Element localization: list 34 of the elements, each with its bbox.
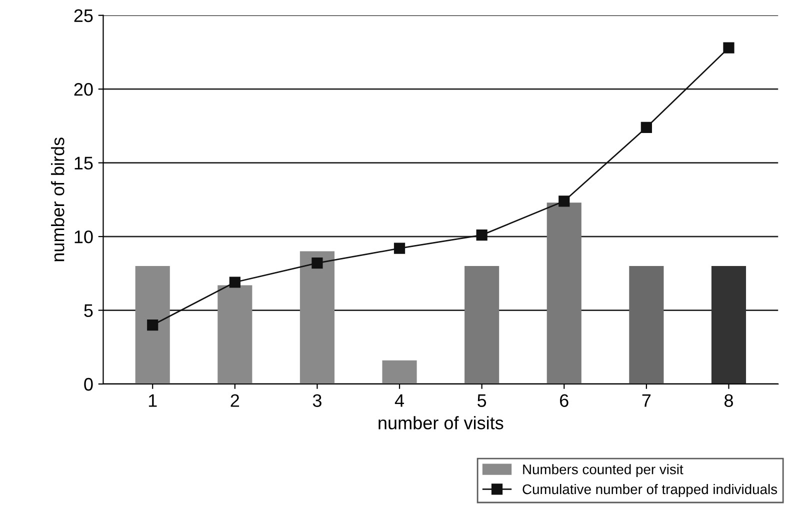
x-tick-label: 3	[312, 394, 322, 407]
y-tick-label: 25	[74, 9, 93, 22]
point	[229, 276, 240, 288]
x-tick-label: 4	[394, 394, 404, 407]
x-tick-label: 1	[148, 394, 157, 407]
bar	[629, 266, 664, 384]
bar	[300, 251, 334, 384]
legend-label: Numbers counted per visit	[523, 464, 684, 478]
y-tick-label: 0	[84, 378, 93, 391]
x-tick-label: 5	[478, 394, 486, 407]
y-tick-label: 20	[74, 83, 93, 96]
point	[558, 196, 570, 207]
y-tick-label: 15	[74, 156, 93, 170]
y-axis-title: number of birds	[51, 138, 64, 262]
bar	[382, 360, 417, 384]
x-axis-title: number of visits	[378, 416, 504, 430]
x-tick-label: 2	[230, 394, 240, 407]
bar	[218, 285, 252, 384]
point	[723, 42, 734, 54]
bar	[711, 266, 746, 384]
x-tick-label: 8	[724, 394, 733, 407]
bar	[546, 202, 582, 384]
point	[476, 230, 488, 241]
x-tick-label: 7	[642, 394, 651, 407]
legend-label: Cumulative number of trapped individuals	[522, 484, 778, 497]
point	[394, 242, 406, 254]
y-tick-label: 5	[84, 304, 93, 317]
x-tick-label: 6	[560, 394, 568, 407]
y-tick-label: 10	[74, 230, 93, 244]
point	[312, 258, 323, 269]
point	[640, 122, 652, 133]
bar	[464, 266, 500, 384]
point	[147, 319, 158, 331]
bar	[135, 266, 170, 384]
